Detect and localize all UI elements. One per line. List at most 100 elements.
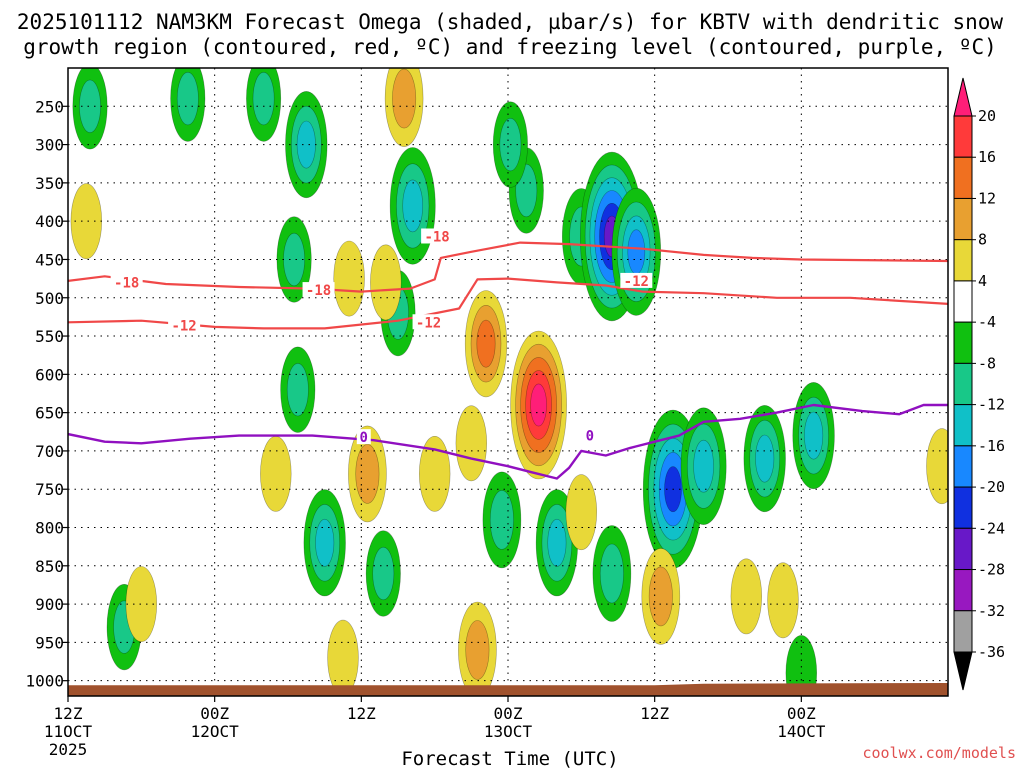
y-tick-label: 400 (35, 212, 64, 231)
omega-cell (370, 244, 402, 321)
omega-contour-fill (465, 620, 490, 680)
colorbar-label: -20 (978, 478, 1005, 496)
omega-contour-fill (547, 518, 567, 567)
omega-contour-fill (402, 179, 424, 233)
colorbar-band (953, 486, 973, 529)
colorbar-band (953, 569, 973, 612)
colorbar-bottom-arrow (953, 651, 973, 691)
omega-contour-fill (286, 363, 309, 417)
colorbar-band (953, 610, 973, 653)
omega-contour-fill (730, 558, 762, 635)
colorbar-band (953, 239, 973, 282)
omega-contour-fill (648, 566, 673, 627)
omega-contour-fill (804, 411, 824, 460)
omega-contour-fill (693, 439, 714, 493)
colorbar-band (953, 156, 973, 199)
colorbar-label: 4 (978, 272, 987, 290)
colorbar-label: 16 (978, 148, 996, 166)
y-axis: 250 300 350 400 450 500 550 600 650 700 750 800 850 9… (25, 97, 68, 691)
chart-title: 2025101112 NAM3KM Forecast Omega (shaded… (17, 10, 1004, 34)
chart-subtitle: growth region (contoured, red, ºC) and f… (23, 35, 997, 59)
omega-contour-fill (489, 490, 514, 550)
x-tick-date: 14OCT (777, 722, 826, 741)
omega-contour-fill (355, 444, 380, 504)
omega-contour-fill (565, 474, 597, 551)
x-tick-time: 00Z (787, 704, 816, 723)
omega-cell (458, 601, 497, 696)
colorbar-label: -24 (978, 519, 1005, 537)
dgz-label-bg (110, 274, 143, 290)
omega-contour-fill (315, 518, 335, 567)
omega-cell (730, 558, 762, 635)
y-tick-label: 600 (35, 365, 64, 384)
omega-contour-fill (333, 240, 365, 317)
omega-cell (785, 635, 817, 696)
omega-cell (510, 330, 567, 480)
contours: -18 -18 -18 -12 -12 -12 0 0 (68, 228, 948, 480)
colorbar-label: 20 (978, 107, 996, 125)
y-tick-label: 650 (35, 404, 64, 423)
omega-cell (327, 619, 359, 696)
colorbar-label: -28 (978, 561, 1005, 579)
omega-cell (767, 562, 799, 639)
dgz-contour-label: -18 (424, 229, 449, 245)
x-tick-time: 12Z (640, 704, 669, 723)
dgz-label-bg (302, 282, 335, 298)
omega-cell (611, 187, 661, 316)
y-tick-label: 700 (35, 442, 64, 461)
y-tick-label: 450 (35, 250, 64, 269)
omega-contour-fill (455, 405, 487, 482)
x-tick-year: 2025 (49, 740, 88, 759)
terrain-fill (68, 683, 948, 696)
x-axis-label: Forecast Time (UTC) (401, 748, 618, 768)
colorbar-label: 12 (978, 189, 996, 207)
y-tick-label: 550 (35, 327, 64, 346)
y-tick-label: 300 (35, 136, 64, 155)
x-tick-time: 12Z (54, 704, 83, 723)
omega-contour-fill (252, 72, 275, 126)
colorbar-band (953, 115, 973, 158)
y-tick-label: 750 (35, 480, 64, 499)
omega-contour-fill (392, 68, 417, 129)
omega-cell (743, 405, 786, 513)
y-tick-label: 1000 (25, 672, 64, 691)
dgz-contour-label: -18 (114, 275, 139, 291)
freezing-level-label: 0 (360, 430, 368, 446)
omega-cell (792, 382, 835, 490)
omega-cell (72, 68, 108, 150)
x-tick-time: 00Z (200, 704, 229, 723)
omega-cell (389, 147, 436, 265)
colorbar-band (953, 362, 973, 406)
dgz-contour-line (68, 241, 948, 293)
omega-cell (125, 566, 158, 642)
plot-area: -18 -18 -18 -12 -12 -12 0 0 (67, 67, 949, 697)
colorbar-label: -32 (978, 602, 1005, 620)
colorbar-label: -36 (978, 643, 1005, 661)
colorbar: 20 16 12 8 4 -4 -8 -12 -16 -20 -24 -28 -32 -36 (953, 77, 1005, 691)
omega-contour-fill (419, 435, 451, 512)
omega-contour-fill (785, 635, 817, 696)
surface-terrain (68, 683, 948, 696)
omega-cell (365, 530, 401, 617)
omega-contour-fill (79, 79, 101, 133)
omega-cell (280, 346, 316, 433)
y-tick-label: 850 (35, 557, 64, 576)
y-tick-label: 350 (35, 174, 64, 193)
x-tick-time: 12Z (347, 704, 376, 723)
omega-cell (348, 425, 387, 523)
colorbar-band (953, 445, 973, 488)
x-tick-time: 00Z (494, 704, 523, 723)
credit-text: coolwx.com/models (862, 744, 1016, 762)
colorbar-band (953, 197, 973, 241)
y-tick-label: 800 (35, 519, 64, 538)
colorbar-label: -12 (978, 396, 1005, 414)
omega-contour-fill (627, 229, 646, 275)
colorbar-top-arrow (953, 77, 973, 117)
dgz-contour-line (68, 277, 948, 330)
colorbar-label: -4 (978, 313, 996, 331)
omega-contour-fill (125, 566, 158, 642)
dgz-label-bg (421, 228, 454, 244)
dgz-label-bg (620, 272, 653, 288)
omega-cell (276, 216, 312, 303)
